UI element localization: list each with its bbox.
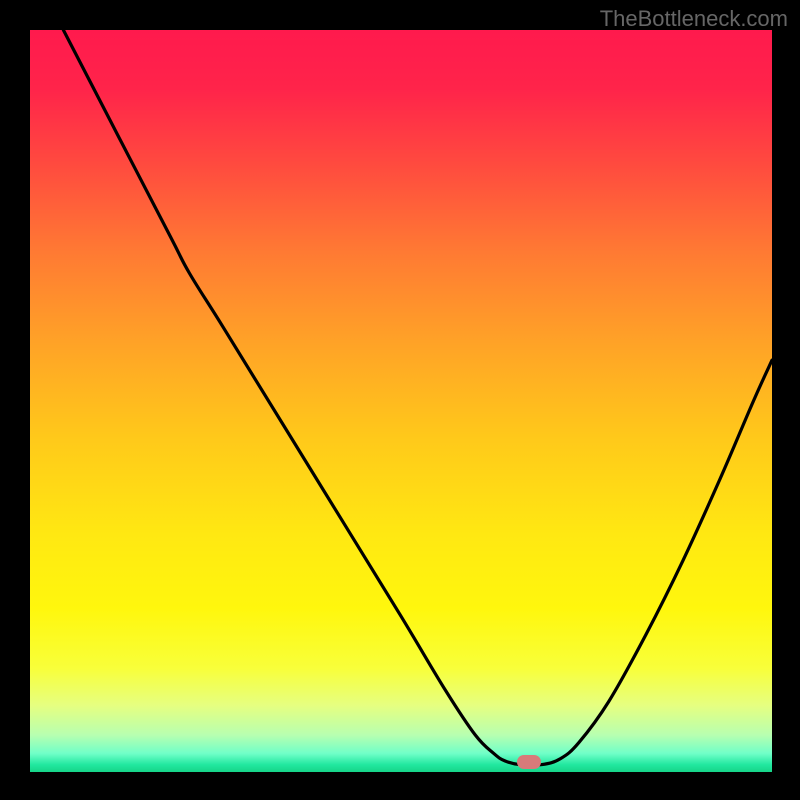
bottleneck-curve — [30, 30, 772, 772]
optimal-point-marker — [517, 755, 541, 769]
chart-plot-area — [30, 30, 772, 772]
watermark-text: TheBottleneck.com — [600, 6, 788, 32]
